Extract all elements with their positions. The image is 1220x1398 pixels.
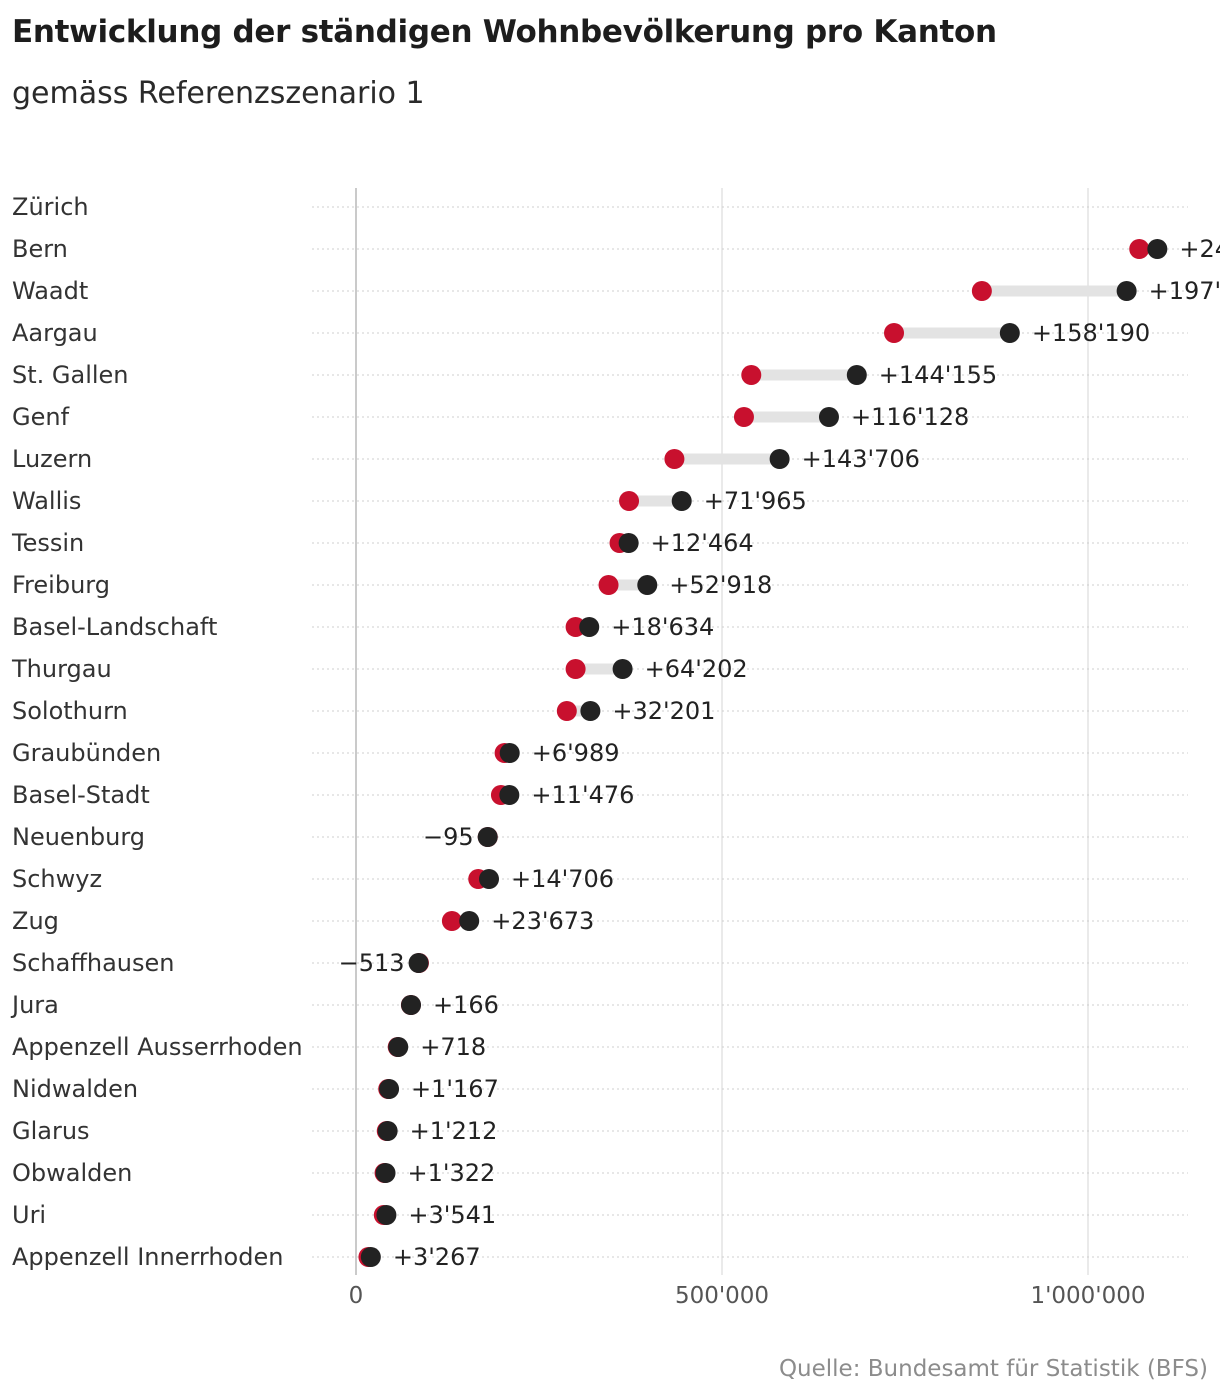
- label-layer: 0500'0001'000'0001'500'0002'000'000Züric…: [10, 193, 1220, 1309]
- dot-2055: [376, 1205, 397, 1225]
- dot-2055: [379, 1079, 400, 1099]
- delta-label: +14'706: [511, 865, 614, 893]
- dot-2055: [1116, 281, 1137, 301]
- dot-2055: [671, 491, 692, 511]
- canton-label: Glarus: [12, 1117, 90, 1145]
- delta-label: +158'190: [1032, 319, 1150, 347]
- dot-2055: [375, 1163, 396, 1183]
- dot-2055: [477, 827, 498, 847]
- canton-label: Appenzell Innerrhoden: [12, 1243, 283, 1271]
- delta-label: +71'965: [704, 487, 807, 515]
- dot-2055: [580, 701, 601, 721]
- dot-2055: [388, 1037, 409, 1057]
- dot-2055: [401, 995, 422, 1015]
- chart-title: Entwicklung der ständigen Wohnbevölkerun…: [12, 14, 997, 50]
- dot-2024: [971, 281, 992, 301]
- delta-label: +1'212: [410, 1117, 498, 1145]
- mark-layer: [358, 239, 1168, 1267]
- delta-label: −95: [423, 823, 474, 851]
- canton-label: Wallis: [12, 487, 81, 515]
- dot-2024: [565, 659, 586, 679]
- dot-2055: [818, 407, 839, 427]
- canton-label: Luzern: [12, 445, 92, 473]
- dot-2024: [664, 449, 685, 469]
- delta-label: +144'155: [879, 361, 997, 389]
- dot-2055: [612, 659, 633, 679]
- canton-label: Thurgau: [11, 655, 112, 683]
- dot-2024: [741, 365, 762, 385]
- delta-label: −513: [339, 949, 405, 977]
- canton-label: Nidwalden: [12, 1075, 138, 1103]
- delta-label: +3'541: [408, 1201, 496, 1229]
- dot-2024: [598, 575, 619, 595]
- delta-label: +24'714: [1179, 235, 1220, 263]
- canton-label: Schaffhausen: [12, 949, 175, 977]
- delta-label: +64'202: [645, 655, 748, 683]
- canton-label: Zürich: [12, 193, 89, 221]
- delta-label: +718: [420, 1033, 486, 1061]
- delta-label: +12'464: [651, 529, 754, 557]
- canton-label: Tessin: [11, 529, 84, 557]
- delta-label: +166: [433, 991, 499, 1019]
- dot-2055: [377, 1121, 398, 1141]
- delta-label: +116'128: [851, 403, 969, 431]
- canton-label: Basel-Landschaft: [12, 613, 217, 641]
- canton-label: Bern: [12, 235, 68, 263]
- x-tick-label: 500'000: [675, 1283, 769, 1309]
- delta-label: +1'167: [411, 1075, 499, 1103]
- canton-label: St. Gallen: [12, 361, 129, 389]
- dot-2055: [579, 617, 600, 637]
- dot-2055: [1147, 239, 1168, 259]
- delta-label: +11'476: [531, 781, 634, 809]
- delta-label: +3'267: [393, 1243, 481, 1271]
- dot-2055: [479, 869, 500, 889]
- dot-2055: [637, 575, 658, 595]
- source-note: Quelle: Bundesamt für Statistik (BFS): [778, 1356, 1208, 1382]
- delta-label: +143'706: [802, 445, 920, 473]
- dot-2055: [360, 1247, 381, 1267]
- dot-2055: [769, 449, 790, 469]
- delta-label: +18'634: [611, 613, 714, 641]
- delta-label: +32'201: [612, 697, 715, 725]
- dot-2024: [733, 407, 754, 427]
- dot-2024: [441, 911, 462, 931]
- canton-label: Basel-Stadt: [12, 781, 150, 809]
- dot-2055: [499, 785, 520, 805]
- delta-label: +52'918: [669, 571, 772, 599]
- dot-2024: [1129, 239, 1150, 259]
- canton-label: Waadt: [12, 277, 88, 305]
- canton-label: Neuenburg: [12, 823, 145, 851]
- dot-2024: [619, 491, 640, 511]
- x-tick-label: 0: [349, 1283, 364, 1309]
- canton-label: Graubünden: [12, 739, 161, 767]
- dot-2024: [884, 323, 905, 343]
- canton-label: Obwalden: [12, 1159, 132, 1187]
- dot-2055: [618, 533, 639, 553]
- x-tick-label: 1'000'000: [1030, 1283, 1145, 1309]
- canton-label: Jura: [10, 991, 59, 1019]
- dot-2055: [846, 365, 867, 385]
- canton-label: Freiburg: [12, 571, 110, 599]
- canton-label: Zug: [12, 907, 59, 935]
- canton-label: Schwyz: [12, 865, 102, 893]
- dot-2055: [459, 911, 480, 931]
- delta-label: +6'989: [532, 739, 620, 767]
- row-layer: [312, 206, 1188, 1258]
- canton-label: Solothurn: [12, 697, 128, 725]
- delta-label: +1'322: [408, 1159, 496, 1187]
- delta-label: +23'673: [491, 907, 594, 935]
- dot-2024: [556, 701, 577, 721]
- delta-label: +197'777: [1149, 277, 1220, 305]
- canton-label: Genf: [12, 403, 70, 431]
- canton-label: Uri: [12, 1201, 46, 1229]
- dot-2055: [408, 953, 429, 973]
- chart-subtitle: gemäss Referenzszenario 1: [12, 76, 425, 111]
- grid-layer: [355, 188, 1089, 1275]
- dot-2055: [999, 323, 1020, 343]
- canton-label: Appenzell Ausserrhoden: [12, 1033, 303, 1061]
- canton-label: Aargau: [12, 319, 98, 347]
- dot-2055: [499, 743, 520, 763]
